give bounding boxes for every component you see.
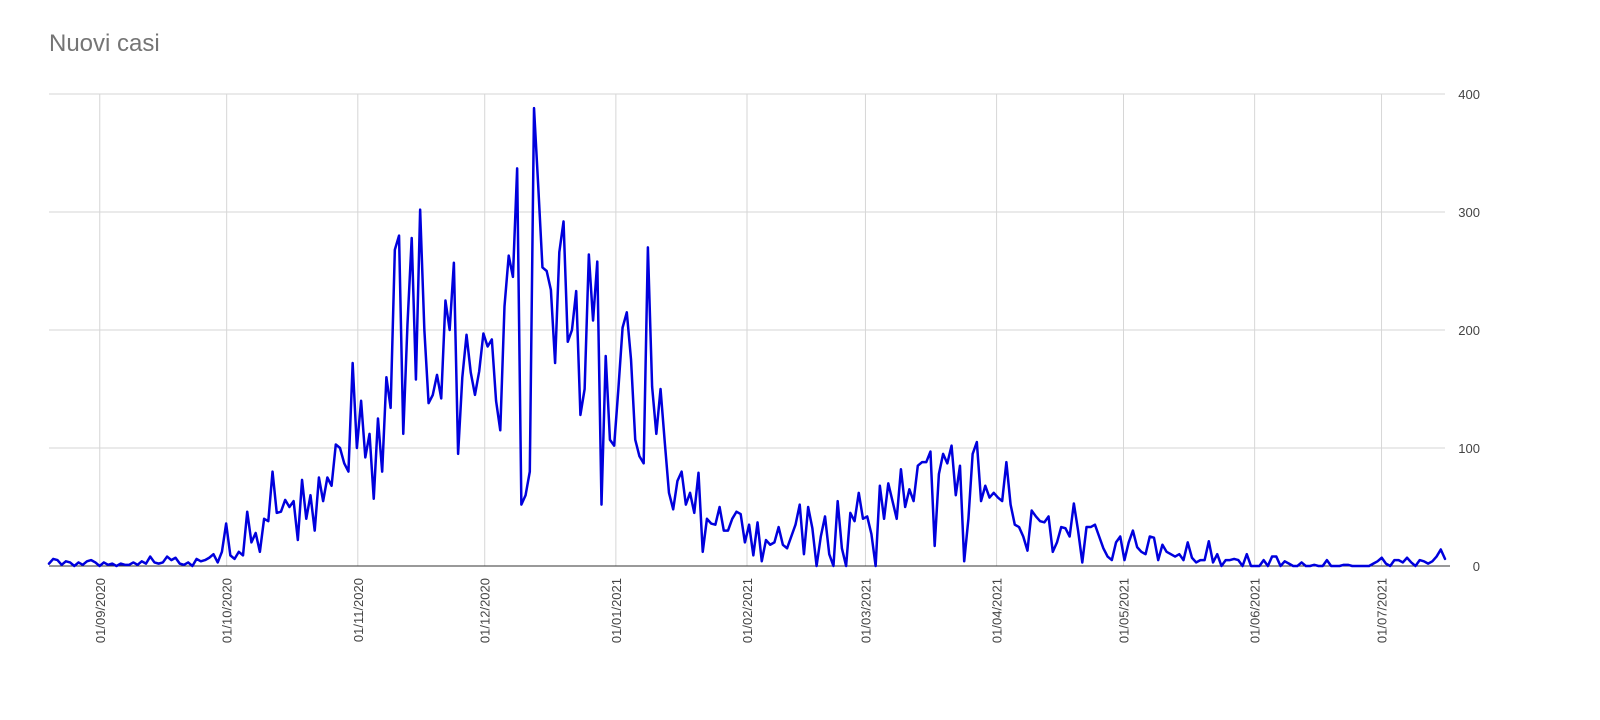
y-tick-label: 0 bbox=[1473, 559, 1480, 574]
x-tick-label: 01/06/2021 bbox=[1248, 578, 1263, 643]
x-tick-label: 01/07/2021 bbox=[1375, 578, 1390, 643]
x-tick-label: 01/01/2021 bbox=[609, 578, 624, 643]
x-tick-label: 01/10/2020 bbox=[220, 578, 235, 643]
x-tick-label: 01/12/2020 bbox=[478, 578, 493, 643]
x-tick-label: 01/11/2020 bbox=[351, 578, 366, 642]
x-tick-label: 01/05/2021 bbox=[1116, 578, 1131, 643]
grid-layer bbox=[49, 93, 1450, 567]
x-tick-label: 01/02/2021 bbox=[740, 578, 755, 643]
x-tick-label: 01/03/2021 bbox=[858, 578, 873, 643]
y-axis-ticks: 0 100 200 300 400 bbox=[1458, 87, 1480, 574]
chart-title: Nuovi casi bbox=[49, 30, 160, 57]
x-tick-label: 01/04/2021 bbox=[990, 578, 1005, 643]
y-tick-label: 100 bbox=[1458, 441, 1480, 456]
x-tick-label: 01/09/2020 bbox=[93, 578, 108, 643]
series-layer bbox=[47, 106, 1447, 568]
y-tick-label: 400 bbox=[1458, 87, 1480, 102]
y-tick-label: 200 bbox=[1458, 323, 1480, 338]
y-tick-label: 300 bbox=[1458, 205, 1480, 220]
series-line-1 bbox=[47, 106, 1447, 568]
x-axis-ticks: 01/09/2020 01/10/2020 01/11/2020 01/12/2020… bbox=[93, 578, 1390, 643]
